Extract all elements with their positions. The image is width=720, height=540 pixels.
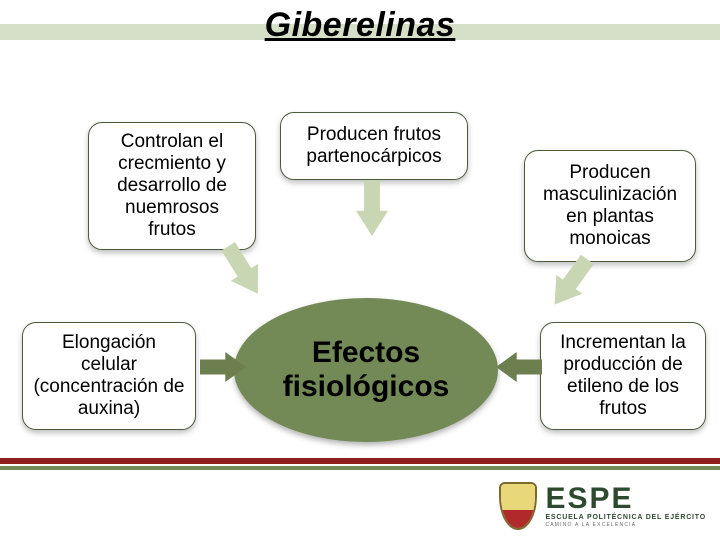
brand-tag: CAMINO A LA EXCELENCIA	[545, 523, 706, 528]
brand-sub: ESCUELA POLITÉCNICA DEL EJÉRCITO	[545, 514, 706, 521]
box-elongacion: Elongación celular (concentración de aux…	[22, 322, 196, 430]
box-etileno: Incrementan la producción de etileno de …	[540, 322, 706, 430]
box-masculiniz: Producen masculinización en plantas mono…	[524, 150, 696, 262]
box-controlan: Controlan el crecmiento y desarrollo de …	[88, 122, 256, 250]
bottom-bars	[0, 458, 720, 470]
brand-big: ESPE	[545, 484, 706, 514]
arrow-a2	[356, 180, 388, 236]
page-title: Giberelinas	[0, 6, 720, 45]
brand-text: ESPE ESCUELA POLITÉCNICA DEL EJÉRCITO CA…	[545, 484, 706, 528]
arrow-a5	[496, 352, 542, 382]
shield-icon	[499, 482, 537, 530]
center-ellipse: Efectos fisiológicos	[234, 298, 498, 442]
arrow-a4	[200, 352, 246, 382]
box-partenocarp: Producen frutos partenocárpicos	[280, 112, 468, 180]
brand-logo: ESPE ESCUELA POLITÉCNICA DEL EJÉRCITO CA…	[499, 482, 706, 530]
